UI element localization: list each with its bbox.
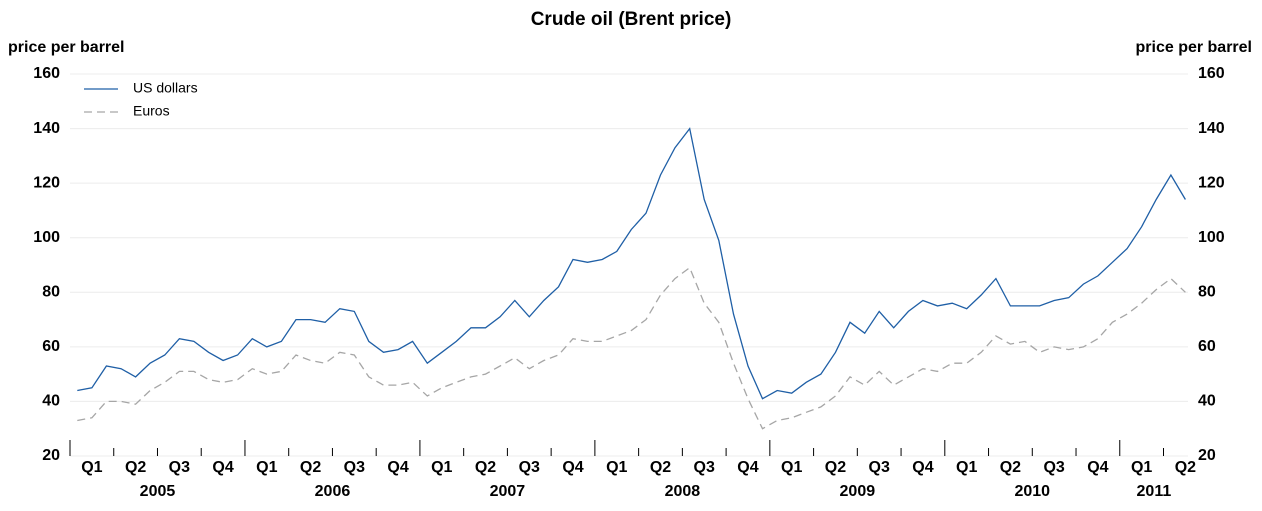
y-tick-label: 20 xyxy=(42,447,60,464)
x-tick-label: Q1 xyxy=(81,459,102,476)
year-label: 2008 xyxy=(665,483,701,500)
y2-tick-label: 60 xyxy=(1198,338,1216,355)
chart-title: Crude oil (Brent price) xyxy=(531,9,732,30)
series-line xyxy=(77,127,1186,400)
y2-tick-label: 120 xyxy=(1198,174,1225,191)
x-tick-label: Q1 xyxy=(431,459,452,476)
year-label: 2007 xyxy=(490,483,526,500)
x-tick-label: Q3 xyxy=(1043,459,1064,476)
legend-label: US dollars xyxy=(133,80,198,96)
y-tick-label: 160 xyxy=(33,65,60,82)
y-tick-label: 140 xyxy=(33,120,60,137)
y-tick-label: 120 xyxy=(33,174,60,191)
x-tick-label: Q4 xyxy=(212,459,233,476)
x-tick-label: Q1 xyxy=(781,459,802,476)
y2-tick-label: 80 xyxy=(1198,284,1216,301)
y2-tick-label: 100 xyxy=(1198,229,1225,246)
x-tick-label: Q2 xyxy=(1000,459,1021,476)
y-tick-label: 40 xyxy=(42,393,60,410)
year-label: 2010 xyxy=(1014,483,1050,500)
x-tick-label: Q2 xyxy=(300,459,321,476)
y-tick-label: 80 xyxy=(42,284,60,301)
y-axis-title: price per barrel xyxy=(8,39,125,56)
x-tick-label: Q1 xyxy=(956,459,977,476)
x-tick-label: Q2 xyxy=(475,459,496,476)
x-tick-label: Q4 xyxy=(562,459,583,476)
y-tick-label: 60 xyxy=(42,338,60,355)
x-tick-label: Q1 xyxy=(606,459,627,476)
x-tick-label: Q3 xyxy=(694,459,715,476)
y2-tick-label: 140 xyxy=(1198,120,1225,137)
legend-label: Euros xyxy=(133,103,170,119)
year-label: 2011 xyxy=(1137,483,1172,500)
y-tick-label: 100 xyxy=(33,229,60,246)
year-label: 2009 xyxy=(840,483,876,500)
y2-axis-title: price per barrel xyxy=(1136,39,1253,56)
x-tick-label: Q3 xyxy=(344,459,365,476)
year-label: 2005 xyxy=(140,483,176,500)
y2-tick-label: 160 xyxy=(1198,65,1225,82)
x-tick-label: Q2 xyxy=(650,459,671,476)
x-tick-label: Q2 xyxy=(125,459,146,476)
x-tick-label: Q4 xyxy=(387,459,408,476)
x-tick-label: Q4 xyxy=(1087,459,1108,476)
x-tick-label: Q3 xyxy=(869,459,890,476)
x-tick-label: Q2 xyxy=(1175,459,1196,476)
x-tick-label: Q3 xyxy=(169,459,190,476)
x-tick-label: Q1 xyxy=(256,459,277,476)
x-tick-label: Q4 xyxy=(737,459,758,476)
x-tick-label: Q3 xyxy=(519,459,540,476)
y2-tick-label: 40 xyxy=(1198,393,1216,410)
x-tick-label: Q1 xyxy=(1131,459,1152,476)
x-tick-label: Q2 xyxy=(825,459,846,476)
y2-tick-label: 20 xyxy=(1198,447,1216,464)
x-tick-label: Q4 xyxy=(912,459,933,476)
year-label: 2006 xyxy=(315,483,351,500)
series-line xyxy=(77,266,1186,430)
